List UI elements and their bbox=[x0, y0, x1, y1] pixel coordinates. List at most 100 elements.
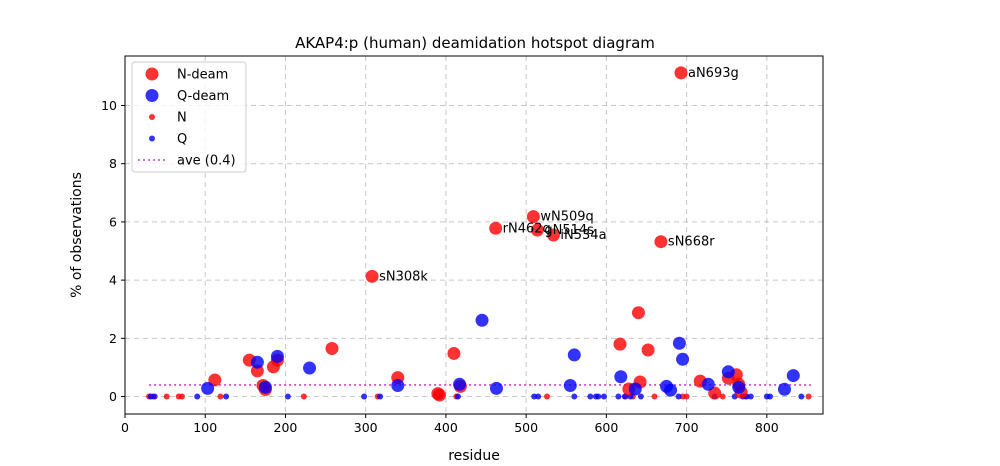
q-deam-point bbox=[777, 382, 791, 396]
n-deam-point bbox=[325, 342, 339, 356]
q-deam-point bbox=[664, 383, 678, 397]
q-deam-point bbox=[676, 352, 690, 366]
y-tick-label: 6 bbox=[109, 214, 117, 229]
y-axis-label: % of observations bbox=[69, 172, 85, 298]
q-point bbox=[600, 393, 607, 400]
n-point bbox=[805, 393, 812, 400]
legend-marker bbox=[145, 67, 159, 81]
n-point bbox=[178, 393, 185, 400]
n-point bbox=[163, 393, 170, 400]
n-point bbox=[544, 393, 551, 400]
q-deam-point bbox=[701, 377, 715, 391]
x-tick-label: 0 bbox=[121, 420, 129, 435]
q-deam-point bbox=[303, 361, 317, 375]
q-deam-point bbox=[475, 313, 489, 327]
x-tick-label: 600 bbox=[594, 420, 618, 435]
q-point bbox=[615, 393, 622, 400]
axis-ticks: 0 100 200 300 400 500 600 700 800 0 2 4 6 8 10 bbox=[101, 98, 779, 435]
n-deam-point bbox=[433, 388, 447, 402]
legend-box bbox=[131, 61, 247, 173]
point-annotation: gN514s bbox=[544, 223, 594, 238]
q-point bbox=[747, 393, 754, 400]
x-tick-label: 400 bbox=[434, 420, 458, 435]
legend-label: ave (0.4) bbox=[177, 154, 236, 169]
y-tick-label: 8 bbox=[109, 156, 117, 171]
x-tick-label: 500 bbox=[514, 420, 538, 435]
n-point bbox=[719, 393, 726, 400]
q-point bbox=[361, 393, 368, 400]
n-deam-point bbox=[674, 66, 688, 80]
n-point bbox=[683, 393, 690, 400]
q-point bbox=[571, 393, 578, 400]
legend-label: Q bbox=[177, 132, 187, 147]
x-axis-label: residue bbox=[448, 448, 500, 464]
q-point bbox=[637, 393, 644, 400]
q-deam-point bbox=[786, 369, 800, 383]
q-point bbox=[621, 393, 628, 400]
n-deam-point bbox=[365, 269, 379, 283]
data-points bbox=[146, 66, 812, 402]
n-point bbox=[217, 393, 224, 400]
point-annotation: wN509q bbox=[540, 210, 593, 225]
x-tick-label: 300 bbox=[354, 420, 378, 435]
q-deam-point bbox=[453, 377, 467, 391]
q-deam-point bbox=[614, 370, 628, 384]
q-deam-point bbox=[250, 355, 264, 369]
legend-label: N-deam bbox=[177, 68, 228, 83]
q-deam-point bbox=[270, 349, 284, 363]
legend-marker bbox=[149, 114, 155, 120]
q-deam-point bbox=[391, 378, 405, 392]
y-tick-label: 10 bbox=[101, 98, 117, 113]
point-annotation: sN308k bbox=[379, 269, 428, 284]
legend-marker bbox=[149, 135, 155, 142]
x-tick-label: 800 bbox=[755, 420, 779, 435]
n-point bbox=[651, 393, 658, 400]
q-point bbox=[284, 393, 291, 400]
q-deam-point bbox=[563, 378, 577, 392]
n-deam-point bbox=[613, 337, 627, 351]
n-deam-point bbox=[447, 346, 461, 360]
q-point bbox=[595, 393, 602, 400]
n-deam-point bbox=[641, 343, 655, 357]
point-annotation: sN668r bbox=[668, 235, 715, 250]
q-point bbox=[454, 393, 461, 400]
q-deam-point bbox=[672, 336, 686, 350]
legend-label: N bbox=[177, 111, 187, 126]
q-deam-point bbox=[567, 348, 581, 362]
y-tick-label: 0 bbox=[109, 389, 117, 404]
q-deam-point bbox=[628, 382, 642, 396]
q-point bbox=[194, 393, 201, 400]
n-point bbox=[300, 393, 307, 400]
n-deam-point bbox=[208, 373, 222, 387]
q-point bbox=[587, 393, 594, 400]
x-tick-label: 700 bbox=[675, 420, 699, 435]
point-annotation: aN693g bbox=[688, 66, 739, 81]
q-deam-point bbox=[721, 365, 735, 379]
n-deam-point bbox=[654, 235, 668, 249]
n-deam-point bbox=[631, 306, 645, 320]
n-deam-point bbox=[546, 228, 560, 242]
x-tick-label: 100 bbox=[193, 420, 217, 435]
q-deam-point bbox=[489, 381, 503, 395]
point-annotation: iN534a bbox=[560, 228, 606, 243]
n-deam-point bbox=[489, 221, 503, 235]
legend-label: Q-deam bbox=[177, 89, 229, 104]
q-deam-point bbox=[258, 380, 272, 394]
q-point bbox=[223, 393, 230, 400]
n-deam-point bbox=[530, 223, 544, 237]
q-point bbox=[767, 393, 774, 400]
q-point bbox=[535, 393, 542, 400]
y-tick-label: 4 bbox=[109, 273, 117, 288]
q-deam-point bbox=[732, 380, 746, 394]
point-annotation: rN462q bbox=[503, 221, 551, 236]
x-tick-label: 200 bbox=[274, 420, 298, 435]
y-tick-label: 2 bbox=[109, 331, 117, 346]
q-point bbox=[675, 393, 682, 400]
plot-frame bbox=[124, 55, 824, 415]
q-point bbox=[377, 393, 384, 400]
q-point bbox=[798, 393, 805, 400]
legend-marker bbox=[145, 89, 159, 102]
